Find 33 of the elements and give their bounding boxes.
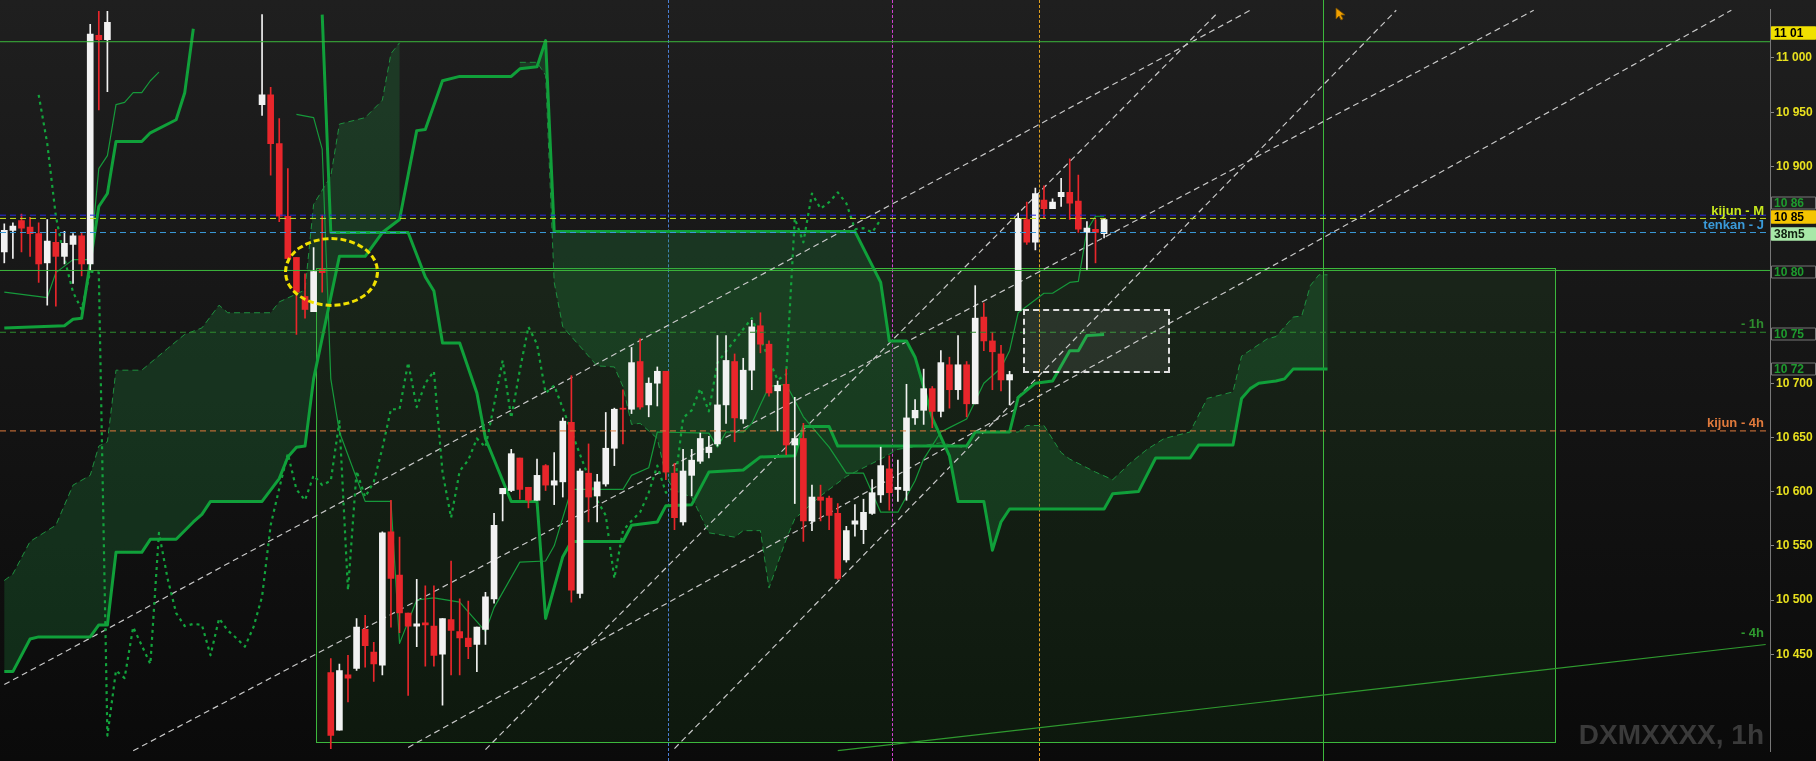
y-tick-label: 10 600 (1776, 483, 1814, 498)
text: 10 86 (1774, 195, 1805, 210)
text: 10 85 (1774, 209, 1805, 224)
candlestick (894, 459, 902, 502)
candlestick (456, 598, 464, 676)
y-tick-label: 10 550 (1776, 538, 1814, 553)
y-tick-label: 11 000 (1776, 50, 1813, 65)
text: 10 72 (1774, 361, 1805, 376)
candlestick (464, 600, 472, 659)
candlestick (1066, 158, 1074, 220)
y-tick-label: 10 700 (1776, 375, 1814, 390)
candlestick (1057, 177, 1065, 207)
y-tick-label: 10 950 (1776, 104, 1814, 119)
text: 38m5 (1774, 226, 1806, 241)
series-label: - 4h (1740, 624, 1765, 640)
candlestick (421, 585, 429, 667)
ref-line-label: kijun - M (1711, 202, 1764, 218)
candlestick (95, 11, 103, 111)
candlestick (447, 560, 455, 676)
ref-line-label: kijun - 4h (1706, 414, 1765, 430)
candlestick (52, 228, 60, 307)
text: 11 01 (1774, 25, 1804, 40)
y-tick-label: 10 900 (1776, 158, 1814, 173)
text: 10 75 (1774, 326, 1805, 341)
candlestick (9, 222, 17, 259)
candlestick (619, 389, 627, 445)
ref-line-label: - 1h (1740, 316, 1765, 332)
candlestick (791, 396, 799, 504)
y-tick-label: 10 500 (1776, 592, 1814, 607)
y-tick-label: 10 450 (1776, 646, 1814, 661)
candlestick (69, 233, 77, 284)
text: 10 80 (1774, 264, 1805, 279)
y-tick-label: 10 650 (1776, 429, 1814, 444)
